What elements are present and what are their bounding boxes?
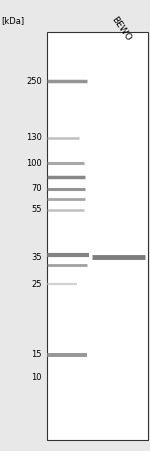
Text: 35: 35	[31, 253, 42, 262]
Bar	[47, 32, 148, 440]
Text: [kDa]: [kDa]	[2, 16, 25, 25]
Text: 70: 70	[31, 184, 42, 193]
Text: 250: 250	[26, 77, 42, 86]
Text: 15: 15	[32, 350, 42, 359]
Text: 25: 25	[32, 280, 42, 289]
Text: 130: 130	[26, 133, 42, 142]
Text: 55: 55	[32, 205, 42, 214]
Text: BEWO: BEWO	[110, 15, 133, 43]
Text: 100: 100	[26, 159, 42, 168]
Text: 10: 10	[32, 373, 42, 382]
